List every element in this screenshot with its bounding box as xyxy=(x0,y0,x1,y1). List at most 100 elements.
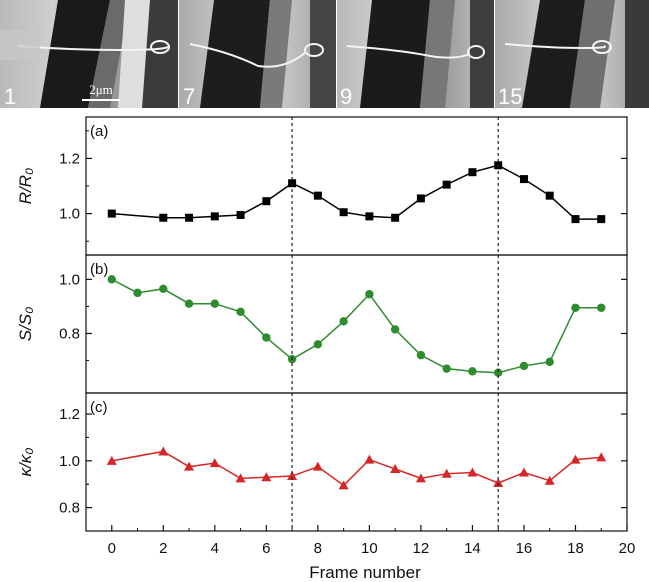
data-point xyxy=(442,180,451,189)
frame-1-image: 2μm 1 xyxy=(0,0,178,108)
x-tick-label: 8 xyxy=(314,540,322,557)
x-tick-label: 10 xyxy=(361,540,378,557)
scale-bar-label: 2μm xyxy=(89,82,113,97)
data-point xyxy=(106,455,117,465)
x-tick-label: 14 xyxy=(464,540,481,557)
data-point xyxy=(210,299,220,308)
data-point xyxy=(313,191,322,200)
data-point xyxy=(416,194,425,203)
x-tick-label: 16 xyxy=(516,540,533,557)
data-point xyxy=(597,215,606,224)
data-point xyxy=(468,168,477,177)
data-point xyxy=(415,473,426,483)
data-point xyxy=(544,475,555,485)
x-tick-label: 6 xyxy=(262,540,270,557)
frame-7-label: 7 xyxy=(183,84,195,108)
data-point xyxy=(159,284,168,294)
y-tick-label: 0.8 xyxy=(59,500,80,517)
series-line xyxy=(111,164,602,220)
y-tick-label: 1.0 xyxy=(59,271,80,288)
data-point xyxy=(338,480,349,490)
y-tick-label: 0.8 xyxy=(59,325,80,342)
y-tick-label: 1.2 xyxy=(59,406,80,423)
data-point xyxy=(597,303,606,312)
data-point xyxy=(107,275,116,284)
data-point xyxy=(391,213,400,222)
x-tick-label: 20 xyxy=(619,540,636,557)
data-point xyxy=(571,303,580,312)
data-point xyxy=(235,473,246,483)
data-point xyxy=(570,454,581,464)
y-axis-label: R/R₀ xyxy=(16,168,35,204)
data-point xyxy=(210,212,219,221)
data-point xyxy=(390,464,401,474)
data-point xyxy=(236,307,245,317)
data-point xyxy=(519,361,529,371)
x-tick-label: 4 xyxy=(211,540,219,557)
data-point xyxy=(364,454,375,464)
panel-label: (b) xyxy=(90,261,108,278)
frame-1-label: 1 xyxy=(4,84,16,108)
x-tick-label: 0 xyxy=(108,540,116,557)
data-point xyxy=(184,299,194,308)
data-point xyxy=(545,357,554,367)
frame-9-image: 9 xyxy=(337,0,494,108)
data-point xyxy=(441,468,452,478)
data-point xyxy=(468,367,477,376)
data-point xyxy=(365,290,374,299)
panel-frame xyxy=(85,254,628,394)
panel-frame xyxy=(85,116,628,256)
x-tick-label: 18 xyxy=(567,540,584,557)
data-point xyxy=(312,461,323,471)
data-point xyxy=(416,350,426,360)
data-point xyxy=(184,461,195,471)
x-axis-label: Frame number xyxy=(309,563,421,582)
y-tick-label: 1.2 xyxy=(59,150,80,167)
chart-panels: 1.0 1.2 (a) R/R₀ 0.8 1.0 (b) S/S₀ 0.8 1.0 1.2 (c) κ/… xyxy=(16,116,628,532)
x-tick-label: 2 xyxy=(159,540,167,557)
data-point xyxy=(262,333,271,342)
data-point xyxy=(107,209,116,218)
data-point xyxy=(571,215,580,224)
data-point xyxy=(209,458,220,468)
data-point xyxy=(545,191,554,200)
frame-15-label: 15 xyxy=(498,84,522,108)
data-point xyxy=(339,317,348,326)
data-point xyxy=(339,208,348,217)
frame-9-label: 9 xyxy=(340,84,352,108)
y-axis-label: S/S₀ xyxy=(16,307,35,342)
data-point xyxy=(493,478,504,488)
x-axis: 0 2 4 6 8 10 12 14 16 18 20 xyxy=(85,525,636,557)
data-point xyxy=(365,212,374,221)
data-point xyxy=(519,175,528,184)
data-point xyxy=(442,364,451,373)
frame-15-image: 15 xyxy=(495,0,649,108)
data-point xyxy=(390,325,400,334)
y-tick-label: 1.0 xyxy=(59,453,80,470)
data-point xyxy=(261,472,272,482)
data-point xyxy=(518,467,529,477)
panel-frame xyxy=(85,392,628,532)
data-point xyxy=(467,467,478,477)
y-tick-label: 1.0 xyxy=(59,206,80,223)
data-point xyxy=(313,340,323,349)
data-point xyxy=(236,210,245,219)
x-tick-label: 12 xyxy=(413,540,430,557)
data-point xyxy=(185,213,194,222)
series-line xyxy=(111,450,602,487)
panel-c: 0.8 1.0 1.2 (c) κ/κ₀ xyxy=(16,392,628,532)
data-point xyxy=(158,446,169,456)
data-point xyxy=(262,197,271,206)
data-point xyxy=(596,452,607,462)
data-point xyxy=(133,288,142,298)
panel-b: 0.8 1.0 (b) S/S₀ xyxy=(16,254,628,394)
panel-label: (a) xyxy=(90,123,108,140)
data-point xyxy=(493,368,503,377)
series-line xyxy=(111,278,602,374)
frame-7-image: 7 xyxy=(179,0,336,108)
data-point xyxy=(287,471,298,481)
panel-label: (c) xyxy=(90,399,108,416)
y-axis-label: κ/κ₀ xyxy=(16,448,35,477)
